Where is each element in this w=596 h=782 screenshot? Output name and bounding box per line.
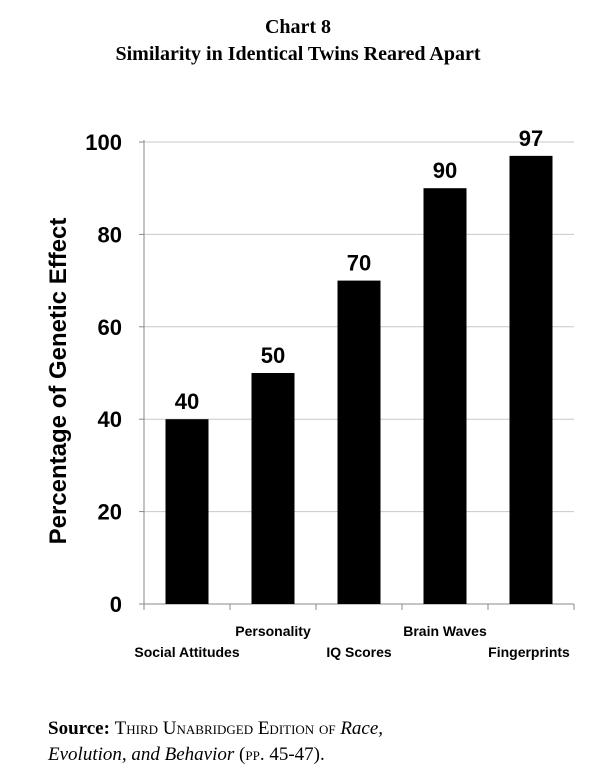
x-tick-marks [143,604,575,610]
source-title-part1: Race, [340,718,384,739]
source-note: Source: Third Unabridged Edition of Race… [48,716,578,768]
y-tick-label: 80 [98,222,122,247]
source-title-part2: Evolution, and Behavior [48,744,235,765]
bar-chart: 0 20 40 60 80 100 40 50 70 90 97 Social Attitudes… [45,126,575,660]
bars [165,155,553,605]
bar [423,188,467,604]
category-labels: Social Attitudes Personality IQ Scores Brai… [134,623,570,660]
chart-number-title: Chart 8 [264,16,332,38]
y-tick-label: 100 [85,130,122,155]
value-label: 50 [261,343,285,368]
value-label: 90 [433,158,457,183]
category-label: Social Attitudes [134,644,239,660]
category-label: IQ Scores [326,644,392,660]
source-pp-open: ( [239,744,246,765]
bar [509,155,553,605]
value-label: 40 [175,389,199,414]
source-pp: pp. [245,744,265,765]
category-label: Brain Waves [403,623,487,639]
source-pages: 45-47). [269,744,325,765]
y-tick-labels: 0 20 40 60 80 100 [85,130,122,617]
y-tick-label: 60 [98,315,122,340]
value-label: 97 [519,126,543,151]
y-tick-label: 0 [110,592,122,617]
y-tick-label: 40 [98,407,122,432]
y-tick-label: 20 [98,500,122,525]
category-label: Personality [235,623,311,639]
y-axis-label: Percentage of Genetic Effect [45,218,72,545]
source-edition: Third Unabridged Edition of [114,718,336,739]
value-labels: 40 50 70 90 97 [175,126,543,414]
bar [337,280,381,604]
bar [165,419,209,604]
chart-title: Similarity in Identical Twins Reared Apa… [115,43,481,65]
source-label: Source: [48,718,110,739]
category-label: Fingerprints [488,644,570,660]
value-label: 70 [347,251,371,276]
bar [251,373,295,604]
